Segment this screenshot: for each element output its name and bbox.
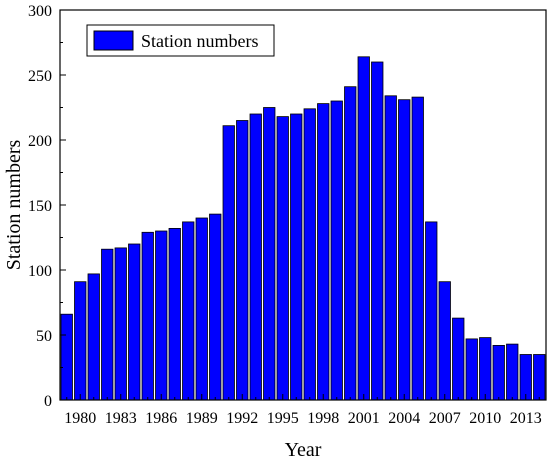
- legend-swatch: [93, 30, 134, 51]
- x-tick-label: 2013: [510, 410, 542, 427]
- bar-1980: [74, 281, 87, 401]
- y-tick-label: 250: [28, 68, 52, 85]
- legend: Station numbers: [86, 24, 275, 57]
- bar-2005: [411, 96, 424, 401]
- bar-2011: [492, 344, 505, 401]
- y-axis-label: Station numbers: [3, 140, 25, 271]
- bar-1996: [290, 113, 303, 401]
- bar-2002: [371, 61, 384, 401]
- x-tick-label: 1989: [186, 410, 218, 427]
- bar-1994: [263, 107, 276, 401]
- bar-1991: [222, 125, 235, 401]
- bar-2004: [398, 99, 411, 401]
- bar-1988: [182, 221, 195, 401]
- y-tick-label: 200: [28, 133, 52, 150]
- x-tick-label: 2004: [388, 410, 420, 427]
- x-tick-label: 1998: [307, 410, 339, 427]
- x-axis: 1980 1983 1986 1989 1992 1995 1998 2001 2004 2007…: [64, 394, 542, 427]
- bar-1984: [128, 243, 141, 401]
- bar-1997: [303, 108, 316, 401]
- bar-1979: [60, 313, 73, 401]
- bars-group: [60, 56, 546, 401]
- bar-1987: [168, 227, 181, 401]
- x-tick-label: 1980: [64, 410, 96, 427]
- bar-1986: [155, 230, 168, 401]
- bar-1982: [101, 248, 114, 401]
- y-tick-label: 150: [28, 198, 52, 215]
- x-tick-label: 1992: [226, 410, 258, 427]
- y-tick-label: 300: [28, 3, 52, 20]
- bar-1995: [276, 116, 289, 401]
- plot-frame: [59, 9, 547, 401]
- bar-1983: [114, 247, 127, 401]
- bar-2010: [479, 337, 492, 401]
- bar-2009: [465, 338, 478, 401]
- x-tick-label: 2001: [348, 410, 380, 427]
- bar-1999: [330, 100, 343, 401]
- bar-1993: [249, 113, 262, 401]
- x-tick-label: 1986: [145, 410, 177, 427]
- bar-1992: [236, 120, 249, 401]
- bar-2008: [452, 317, 465, 401]
- bar-2006: [425, 221, 438, 401]
- bar-2007: [438, 281, 451, 401]
- bar-1981: [87, 273, 100, 401]
- bar-2013: [519, 354, 532, 401]
- bar-1985: [141, 231, 154, 401]
- y-axis: 0 50 100 150 200 250 300: [28, 3, 66, 410]
- x-axis-label: Year: [285, 439, 322, 461]
- bar-2000: [344, 86, 357, 401]
- bar-1989: [195, 217, 208, 401]
- bar-1998: [317, 103, 330, 401]
- y-tick-label: 50: [36, 328, 52, 345]
- bar-2014: [533, 354, 546, 401]
- x-tick-label: 1995: [267, 410, 299, 427]
- bar-2003: [384, 95, 397, 401]
- bar-1990: [209, 213, 222, 401]
- x-tick-label: 2007: [429, 410, 461, 427]
- y-tick-label: 0: [44, 393, 52, 410]
- legend-label: Station numbers: [141, 31, 259, 51]
- x-tick-label: 2010: [469, 410, 501, 427]
- bar-2001: [357, 56, 370, 401]
- y-tick-label: 100: [28, 263, 52, 280]
- x-tick-label: 1983: [105, 410, 137, 427]
- bar-2012: [506, 343, 519, 401]
